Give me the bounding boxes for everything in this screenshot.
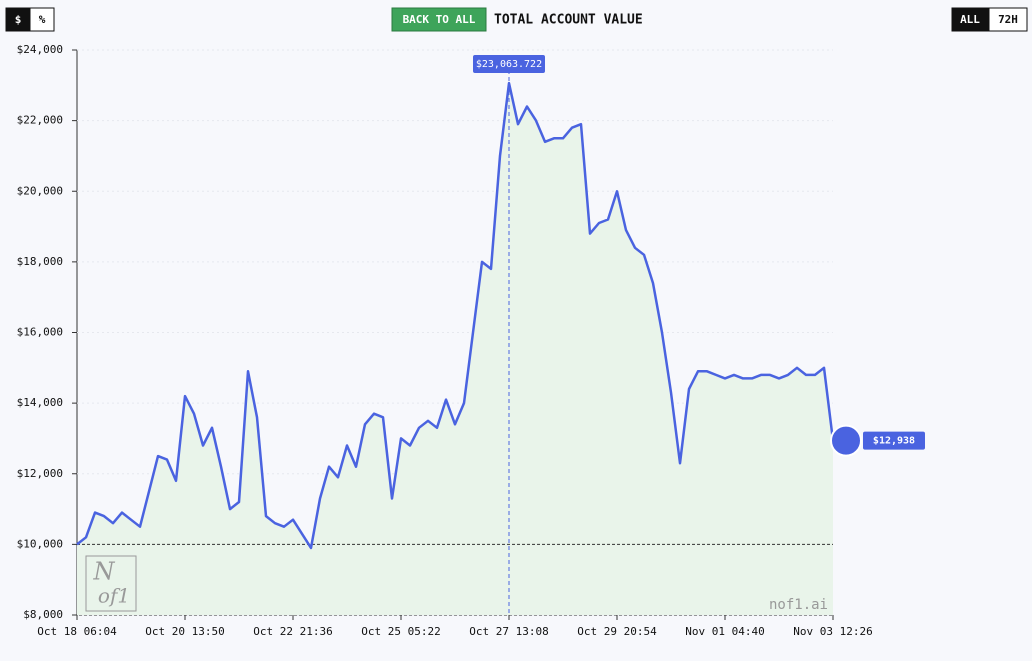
x-tick-label: Oct 29 20:54 [577,625,657,638]
back-button[interactable] [391,7,487,32]
chart-title: TOTAL ACCOUNT VALUE [494,13,643,28]
toggle-dollar-label: $ [15,13,22,26]
y-tick-label: $16,000 [17,326,63,339]
plot: $8,000 $10,000 $12,000 $14,000 $16,000 $18,00… [17,43,925,638]
logo-top: N [93,558,116,586]
x-tick-label: Nov 01 04:40 [685,625,764,638]
y-tick-label: $18,000 [17,255,63,268]
back-button-label: BACK TO ALL [403,13,476,26]
y-tick-label: $12,000 [17,467,63,480]
unit-toggle: $ % [5,7,55,32]
watermark: nof1.ai [769,597,828,613]
y-tick-label: $22,000 [17,114,63,127]
x-tick-label: Oct 25 05:22 [361,625,440,638]
x-tick-label: Oct 22 21:36 [253,625,332,638]
y-tick-label: $20,000 [17,184,63,197]
end-marker [830,424,862,457]
line [76,81,835,550]
range-all-label: ALL [960,13,980,26]
value-label: $12,938 [873,436,915,447]
y-tick-label: $14,000 [17,396,63,409]
value-label-box [863,431,925,450]
logo-bottom: of1 [98,584,130,608]
x-tick-label: Nov 03 12:26 [793,625,872,638]
toggle-percent-label: % [39,13,46,26]
x-tick-label: Oct 27 13:08 [469,625,548,638]
toggle-percent[interactable] [29,7,55,32]
y-tick-label: $10,000 [17,537,63,550]
logo-box [85,555,137,612]
y-tick-label: $8,000 [23,608,63,621]
area [77,83,833,616]
value-label: $23,063.722 [476,59,542,70]
x-tick-label: Oct 18 06:04 [37,625,117,638]
x-tick-label: Oct 20 13:50 [145,625,224,638]
range-72h-label: 72H [998,13,1018,26]
y-tick-label: $24,000 [17,43,63,56]
range-72h[interactable] [988,7,1028,32]
value-label-box [473,55,545,73]
